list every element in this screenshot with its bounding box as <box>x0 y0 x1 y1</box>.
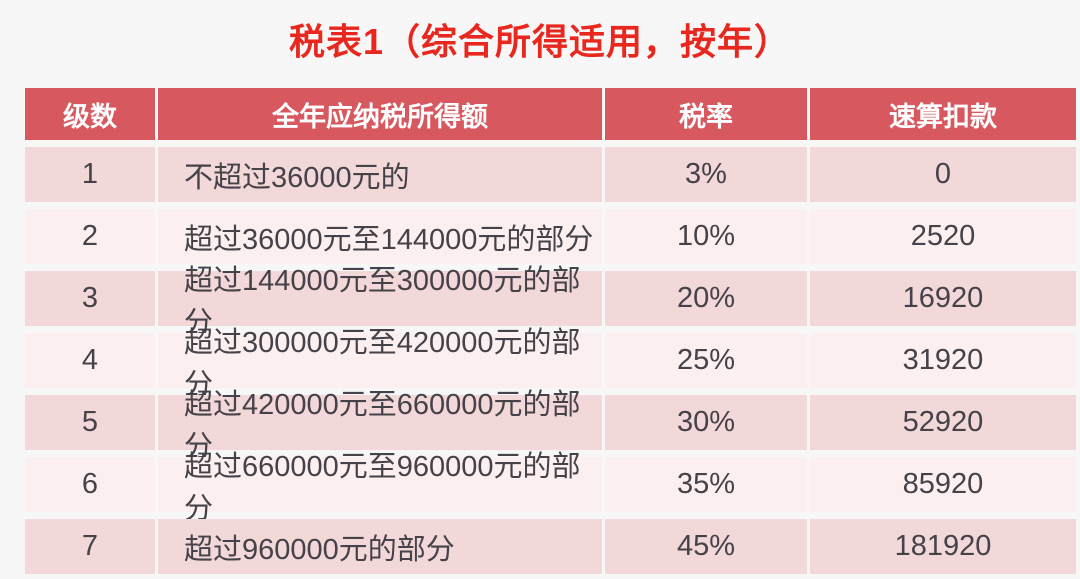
column-header-income: 全年应纳税所得额 <box>158 88 602 140</box>
cell-income: 超过36000元至144000元的部分 <box>158 209 602 264</box>
cell-deduction: 52920 <box>810 395 1076 450</box>
cell-deduction: 0 <box>810 147 1076 202</box>
cell-deduction: 85920 <box>810 457 1076 512</box>
page-title: 税表1（综合所得适用，按年） <box>288 21 792 62</box>
cell-deduction: 2520 <box>810 209 1076 264</box>
cell-deduction: 16920 <box>810 271 1076 326</box>
tax-rate-table: 级数 全年应纳税所得额 税率 速算扣款 1 不超过36000元的 3% 0 2 … <box>25 88 1076 574</box>
cell-income: 超过420000元至660000元的部分 <box>158 389 602 463</box>
cell-income: 超过660000元至960000元的部分 <box>158 451 602 525</box>
cell-income: 超过960000元的部分 <box>158 519 602 574</box>
cell-deduction: 181920 <box>810 519 1076 574</box>
cell-level: 7 <box>25 519 155 574</box>
cell-level: 2 <box>25 209 155 264</box>
cell-level: 6 <box>25 457 155 512</box>
cell-level: 5 <box>25 395 155 450</box>
cell-deduction: 31920 <box>810 333 1076 388</box>
cell-rate: 35% <box>605 457 807 512</box>
cell-income: 不超过36000元的 <box>158 147 602 202</box>
column-header-level: 级数 <box>25 88 155 140</box>
cell-level: 4 <box>25 333 155 388</box>
cell-rate: 20% <box>605 271 807 326</box>
cell-rate: 3% <box>605 147 807 202</box>
cell-level: 1 <box>25 147 155 202</box>
cell-rate: 10% <box>605 209 807 264</box>
cell-rate: 45% <box>605 519 807 574</box>
cell-rate: 25% <box>605 333 807 388</box>
cell-rate: 30% <box>605 395 807 450</box>
cell-level: 3 <box>25 271 155 326</box>
column-header-rate: 税率 <box>605 88 807 140</box>
column-header-deduction: 速算扣款 <box>810 88 1076 140</box>
